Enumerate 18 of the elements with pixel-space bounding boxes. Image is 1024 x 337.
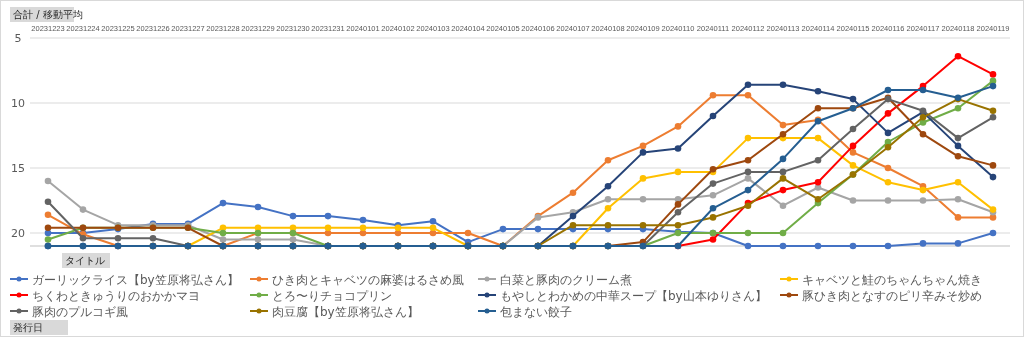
y-tick-label: 5 [14, 32, 22, 45]
legend-label: ひき肉とキャベツの麻婆はるさめ風 [272, 272, 464, 287]
legend-label: 肉豆腐【by笠原将弘さん】 [272, 304, 419, 319]
legend-label: 豚ひき肉となすのピリ辛みそ炒め [802, 288, 982, 303]
legend-title: タイトル [65, 255, 105, 266]
y-tick-label: 10 [11, 97, 25, 110]
y-tick-label: 20 [11, 227, 25, 240]
legend-label: 豚肉のプルコギ風 [32, 304, 128, 319]
legend-label: もやしとわかめの中華スープ【by山本ゆりさん】 [500, 288, 767, 303]
legend-label: 白菜と豚肉のクリーム煮 [500, 272, 632, 287]
field-button: タイトル [62, 253, 110, 268]
field-button: 発行日 [10, 320, 68, 335]
legend-label: ちくわときゅうりのおかかマヨ [32, 288, 200, 303]
legend-label: 包まない餃子 [500, 304, 572, 319]
legend-label: キャベツと鮭のちゃんちゃん焼き [802, 272, 982, 287]
legend-label: とろ〜りチョコプリン [272, 288, 392, 303]
legend-label: ガーリックライス【by笠原将弘さん】 [32, 272, 239, 287]
y-tick-label: 15 [11, 162, 25, 175]
